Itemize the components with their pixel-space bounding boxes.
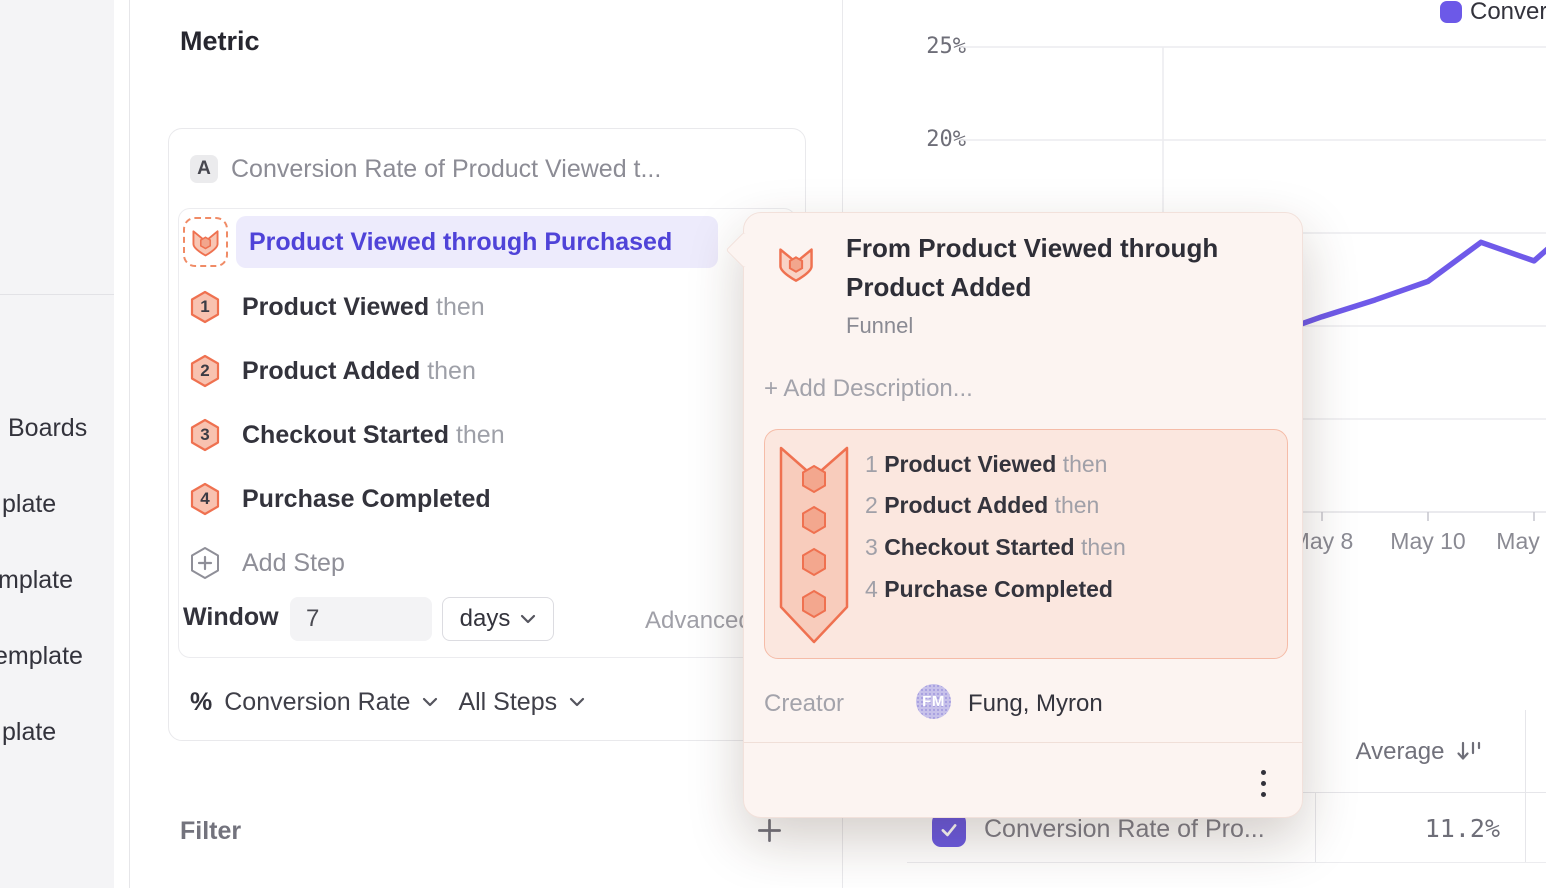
- step-name: Product Viewed: [242, 292, 430, 321]
- funnel-icon-selected[interactable]: [183, 217, 228, 267]
- series-checkbox[interactable]: [932, 813, 966, 847]
- funnel-step-4[interactable]: 4 Purchase Completed: [183, 479, 783, 519]
- step-connector: then: [427, 356, 476, 385]
- percent-icon: %: [190, 687, 213, 716]
- creator-name: Fung, Myron: [968, 690, 1103, 717]
- filter-section-title: Filter: [180, 817, 242, 845]
- more-options-kebab-icon[interactable]: [1260, 770, 1266, 797]
- popover-step-1: 1 Product Viewed then: [865, 451, 1108, 477]
- checkmark-icon: [941, 824, 957, 837]
- x-axis-tick-label: May 10: [1390, 528, 1466, 554]
- chevron-down-icon[interactable]: [569, 697, 585, 707]
- average-header-label: Average: [1355, 738, 1445, 765]
- add-filter-button[interactable]: [756, 817, 783, 844]
- funnel-step-3[interactable]: 3 Checkout Started then: [183, 415, 783, 455]
- step-name: Purchase Completed: [242, 484, 491, 513]
- popover-step-4: 4 Purchase Completed: [865, 576, 1113, 602]
- metric-letter-badge: A: [190, 155, 218, 183]
- popover-metric-type: Funnel: [846, 313, 914, 338]
- add-step-hexagon-plus-icon: [189, 546, 221, 580]
- creator-label: Creator: [764, 690, 845, 717]
- creator-avatar[interactable]: FM: [916, 684, 951, 719]
- popover-step-2: 2 Product Added then: [865, 492, 1100, 518]
- table-column-divider-left: [1315, 793, 1316, 862]
- legend-label: Conver: [1470, 0, 1546, 25]
- sort-descending-icon[interactable]: [1454, 737, 1484, 767]
- window-unit-select[interactable]: days: [442, 597, 554, 641]
- add-step-button[interactable]: Add Step: [183, 543, 783, 583]
- y-axis-tick-label: 20%: [926, 127, 966, 152]
- funnel-step-1[interactable]: 1 Product Viewed then: [183, 287, 783, 327]
- series-average-value: 11.2%: [1424, 814, 1500, 843]
- sidebar: [0, 0, 114, 888]
- table-column-divider-right: [1525, 710, 1526, 862]
- funnel-banner-icon: [778, 445, 850, 645]
- popover-step-3: 3 Checkout Started then: [865, 534, 1126, 560]
- step-number-hexagon-icon: 4: [189, 482, 221, 516]
- step-connector: then: [455, 420, 505, 449]
- window-unit-label: days: [459, 605, 511, 632]
- funnel-shield-icon: [192, 229, 219, 256]
- plus-icon: [758, 819, 781, 842]
- metric-section-title: Metric: [180, 26, 260, 56]
- step-name: Product Added: [242, 356, 421, 385]
- chevron-down-icon: [521, 614, 536, 624]
- x-axis-tick-label: May 12: [1496, 528, 1546, 554]
- step-name: Checkout Started: [242, 420, 449, 449]
- table-row-divider: [907, 862, 1546, 863]
- y-axis-tick-label: 25%: [926, 34, 966, 59]
- step-connector: then: [436, 292, 485, 321]
- funnel-shield-icon: [776, 244, 816, 284]
- popover-title: From Product Viewed through Product Adde…: [846, 233, 1219, 302]
- advanced-link[interactable]: Advanced: [645, 607, 752, 634]
- window-label: Window: [183, 603, 279, 631]
- window-value-input[interactable]: [290, 597, 432, 641]
- funnel-name-label: Product Viewed through Purchased: [249, 227, 673, 256]
- metric-name[interactable]: Conversion Rate of Product Viewed t...: [231, 155, 662, 183]
- popover-funnel-summary-box: 1 Product Viewed then 2 Product Added th…: [764, 429, 1288, 659]
- metric-details-popover: From Product Viewed through Product Adde…: [725, 212, 1303, 818]
- series-row-label[interactable]: Conversion Rate of Pro...: [984, 815, 1265, 843]
- popover-footer-divider: [744, 742, 1302, 743]
- add-description-link[interactable]: + Add Description...: [764, 375, 973, 402]
- sidebar-divider: [0, 294, 114, 295]
- sidebar-item-template-3[interactable]: emplate: [0, 642, 83, 670]
- legend-swatch: [1440, 1, 1462, 23]
- funnel-step-2[interactable]: 2 Product Added then: [183, 351, 783, 391]
- sidebar-right-border: [129, 0, 130, 888]
- measure-row: % Conversion Rate All Steps: [190, 687, 585, 717]
- step-number-hexagon-icon: 1: [189, 290, 221, 324]
- sidebar-item-boards[interactable]: Boards: [8, 414, 88, 442]
- sidebar-item-template-1[interactable]: plate: [2, 490, 57, 518]
- sidebar-item-template-4[interactable]: plate: [2, 718, 57, 746]
- step-number-hexagon-icon: 2: [189, 354, 221, 388]
- measure-scope-dropdown[interactable]: All Steps: [458, 687, 558, 716]
- measure-type-dropdown[interactable]: Conversion Rate: [224, 687, 411, 716]
- funnel-name-selected[interactable]: Product Viewed through Purchased: [236, 216, 718, 268]
- step-number-hexagon-icon: 3: [189, 418, 221, 452]
- add-step-label: Add Step: [242, 548, 345, 577]
- chevron-down-icon[interactable]: [422, 697, 438, 707]
- sidebar-item-template-2[interactable]: mplate: [0, 566, 74, 594]
- average-column-header[interactable]: Average: [1315, 735, 1525, 769]
